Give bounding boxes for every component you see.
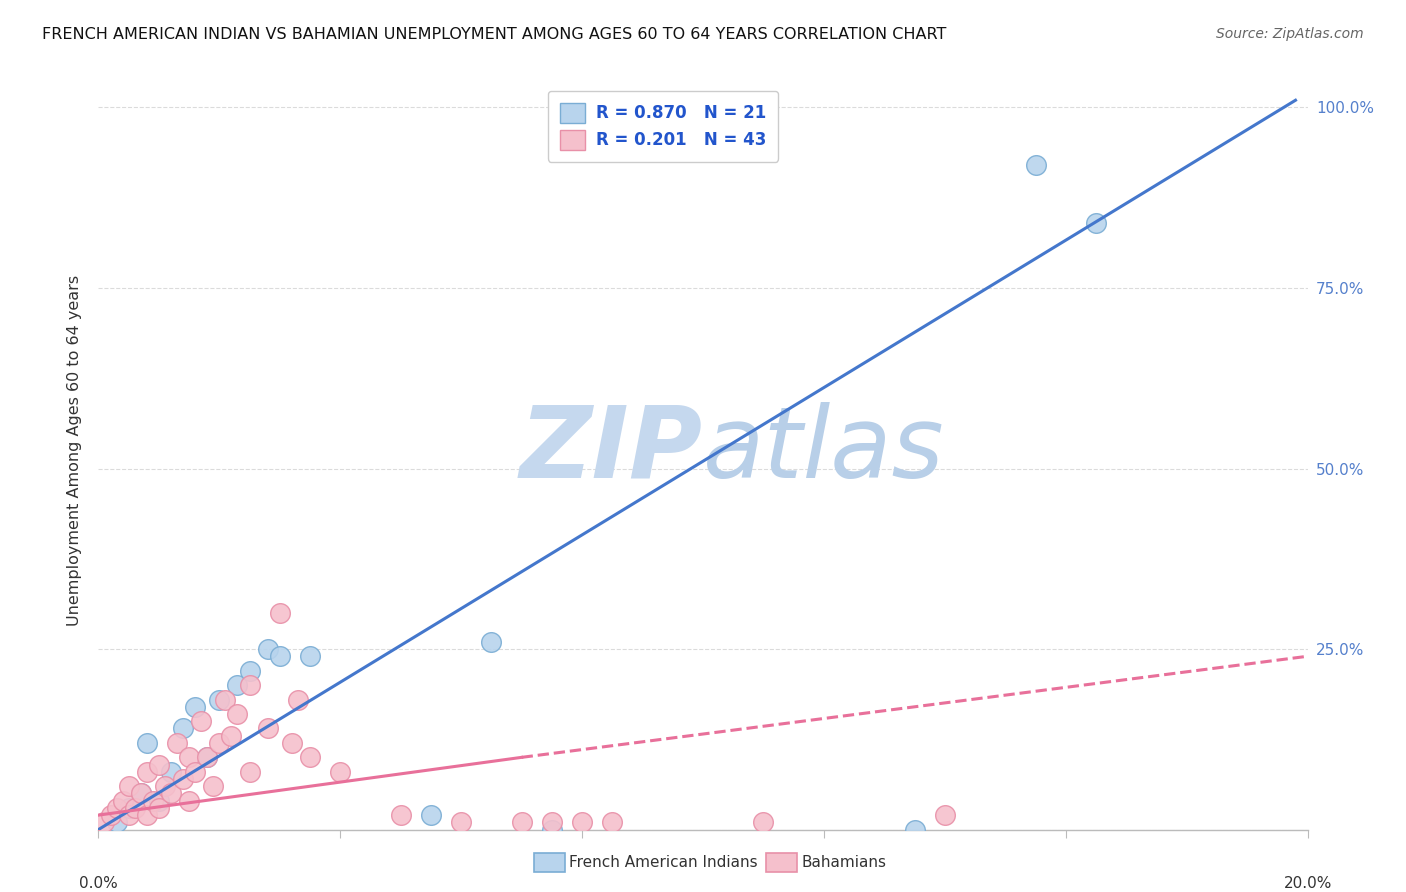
Point [172, 772, 194, 786]
Point [148, 794, 170, 808]
Point [111, 794, 134, 808]
Point [93, 815, 115, 830]
Point [179, 794, 201, 808]
Point [195, 750, 218, 764]
Point [148, 757, 170, 772]
Point [571, 815, 593, 830]
Point [239, 664, 262, 678]
Point [153, 779, 176, 793]
Point [105, 815, 128, 830]
Point [540, 815, 562, 830]
Point [752, 815, 775, 830]
Point [184, 764, 207, 779]
Point [135, 808, 157, 822]
Point [221, 729, 243, 743]
Point [208, 736, 231, 750]
Point [135, 764, 157, 779]
Point [329, 764, 352, 779]
Text: Source: ZipAtlas.com: Source: ZipAtlas.com [1216, 27, 1364, 41]
Point [226, 706, 249, 721]
Point [239, 678, 262, 692]
Point [934, 808, 956, 822]
Point [100, 808, 122, 822]
Point [135, 736, 157, 750]
Y-axis label: Unemployment Among Ages 60 to 64 years: Unemployment Among Ages 60 to 64 years [67, 275, 83, 626]
Point [1085, 216, 1108, 230]
Point [129, 787, 152, 801]
Point [1024, 158, 1046, 172]
Point [287, 692, 309, 706]
Point [172, 722, 194, 736]
Point [118, 808, 141, 822]
Point [166, 736, 188, 750]
Point [450, 815, 472, 830]
Point [299, 649, 322, 664]
Point [142, 794, 165, 808]
Point [160, 764, 183, 779]
Point [904, 822, 927, 837]
Point [190, 714, 212, 729]
Text: French American Indians: French American Indians [569, 855, 758, 870]
Text: ZIP: ZIP [520, 402, 703, 499]
Text: Bahamians: Bahamians [801, 855, 886, 870]
Text: FRENCH AMERICAN INDIAN VS BAHAMIAN UNEMPLOYMENT AMONG AGES 60 TO 64 YEARS CORREL: FRENCH AMERICAN INDIAN VS BAHAMIAN UNEMP… [42, 27, 946, 42]
Text: 20.0%: 20.0% [1284, 877, 1331, 891]
Point [540, 822, 562, 837]
Point [269, 606, 291, 620]
Point [124, 801, 146, 815]
Point [184, 699, 207, 714]
Legend: R = 0.870   N = 21, R = 0.201   N = 43: R = 0.870 N = 21, R = 0.201 N = 43 [548, 91, 779, 161]
Point [148, 801, 170, 815]
Point [602, 815, 624, 830]
Point [129, 787, 152, 801]
Point [214, 692, 236, 706]
Point [420, 808, 443, 822]
Point [118, 779, 141, 793]
Point [208, 692, 231, 706]
Point [256, 642, 278, 657]
Text: atlas: atlas [703, 402, 945, 499]
Point [118, 801, 141, 815]
Point [481, 635, 503, 649]
Point [226, 678, 249, 692]
Point [202, 779, 225, 793]
Point [510, 815, 533, 830]
Point [299, 750, 322, 764]
Point [389, 808, 412, 822]
Text: 0.0%: 0.0% [79, 877, 118, 891]
Point [239, 764, 262, 779]
Point [256, 722, 278, 736]
Point [281, 736, 304, 750]
Point [160, 787, 183, 801]
Point [105, 801, 128, 815]
Point [195, 750, 218, 764]
Point [179, 750, 201, 764]
Point [269, 649, 291, 664]
